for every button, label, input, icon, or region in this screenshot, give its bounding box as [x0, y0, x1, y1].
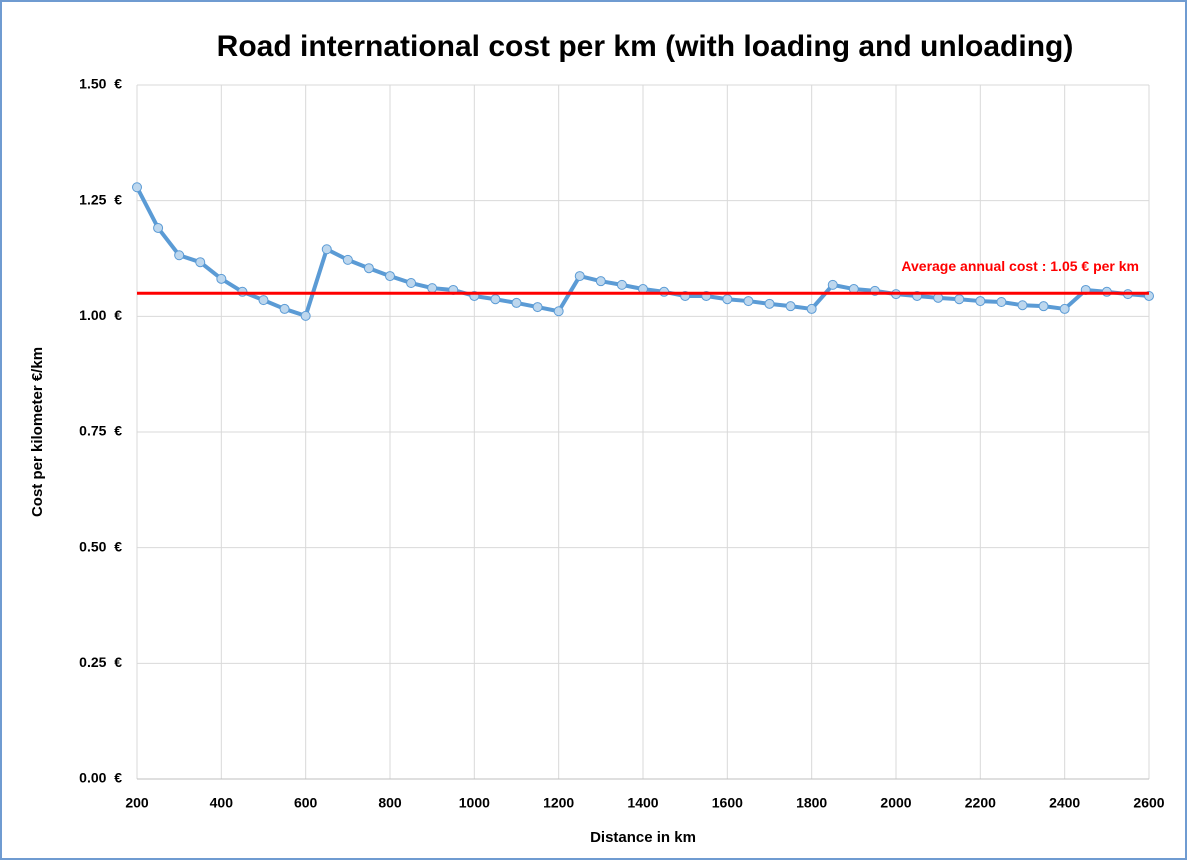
x-tick-label: 1000 — [459, 795, 490, 811]
data-point — [511, 297, 522, 308]
data-point — [132, 182, 142, 193]
data-point — [490, 294, 501, 305]
data-point — [553, 306, 564, 317]
x-tick-label: 1200 — [543, 795, 574, 811]
x-tick-label: 200 — [125, 795, 149, 811]
x-tick-label: 800 — [378, 795, 402, 811]
y-tick-label: 0.50 € — [79, 538, 122, 554]
data-point — [954, 294, 965, 305]
data-point — [195, 257, 206, 268]
data-point — [174, 250, 185, 261]
data-point — [532, 302, 543, 313]
x-tick-label: 2200 — [965, 795, 996, 811]
y-tick-label: 0.75 € — [79, 423, 122, 439]
data-point — [1059, 303, 1070, 314]
data-point — [258, 295, 269, 306]
x-tick-label: 400 — [210, 795, 234, 811]
data-point — [722, 294, 733, 305]
x-tick-label: 1400 — [627, 795, 658, 811]
data-point — [595, 276, 606, 287]
data-point — [616, 279, 627, 290]
data-point — [1038, 301, 1049, 312]
data-point — [406, 278, 417, 289]
data-point — [1017, 300, 1028, 311]
data-point — [363, 263, 374, 274]
y-tick-label: 1.25 € — [79, 191, 122, 207]
data-point — [321, 244, 332, 255]
data-point — [806, 303, 817, 314]
chart-title: Road international cost per km (with loa… — [217, 30, 1074, 63]
data-point — [153, 222, 164, 233]
data-point — [342, 254, 353, 265]
data-point — [785, 301, 796, 312]
y-tick-label: 0.25 € — [79, 654, 122, 670]
x-tick-label: 2400 — [1049, 795, 1080, 811]
data-point — [743, 296, 754, 307]
y-tick-label: 1.50 € — [79, 76, 122, 92]
x-tick-label: 2000 — [880, 795, 911, 811]
y-tick-label: 0.00 € — [79, 770, 122, 786]
data-point — [975, 296, 986, 307]
x-tick-label: 600 — [294, 795, 318, 811]
data-point — [216, 273, 227, 284]
y-axis-label: Cost per kilometer €/km — [29, 347, 46, 517]
x-axis-label: Distance in km — [590, 829, 696, 846]
y-tick-label: 1.00 € — [79, 307, 122, 323]
average-label: Average annual cost : 1.05 € per km — [901, 258, 1139, 274]
data-point — [385, 271, 395, 282]
x-tick-label: 1800 — [796, 795, 827, 811]
data-point — [279, 303, 290, 314]
data-point — [764, 298, 775, 309]
data-point — [300, 310, 311, 321]
data-point — [574, 271, 585, 282]
data-point — [827, 279, 838, 290]
x-tick-label: 1600 — [712, 795, 743, 811]
x-tick-label: 2600 — [1133, 795, 1164, 811]
data-point — [996, 296, 1007, 307]
data-point — [427, 283, 438, 294]
